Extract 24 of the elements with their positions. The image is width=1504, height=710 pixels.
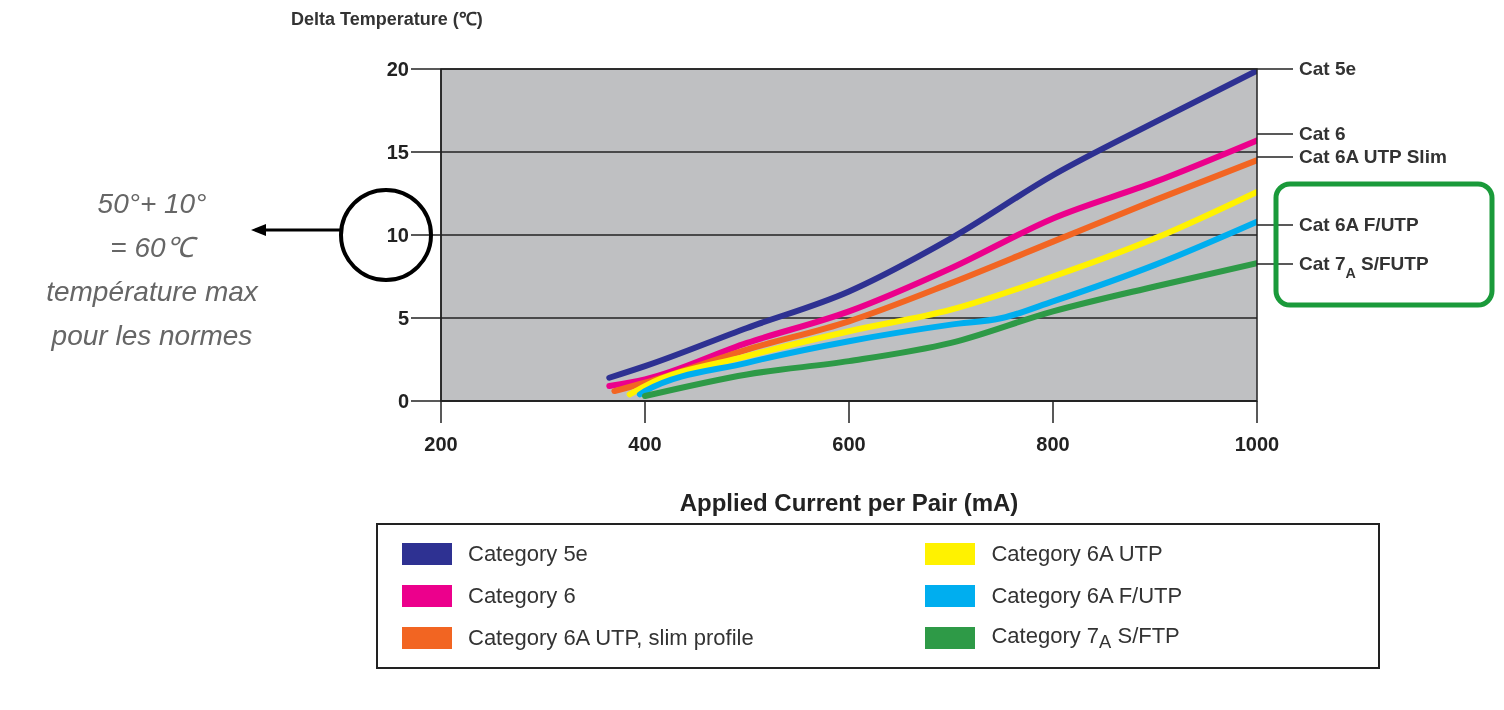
text: Cat 6 [1299, 123, 1346, 144]
text: Cat 6A UTP Slim [1299, 146, 1447, 167]
y-tick-label: 20 [386, 58, 409, 81]
y-tick-label: 5 [397, 307, 409, 330]
y-tick-label: 10 [386, 224, 409, 247]
legend-label: Category 7$_{A}$ S/FTP [991, 622, 1180, 654]
x-tick-label: 1000 [1234, 433, 1280, 456]
text: 50°+ 10° = 60℃ température max pour les normes [46, 188, 259, 351]
text: Cat 5e [1299, 58, 1357, 79]
y-axis-title: Delta Temperature (℃) [291, 9, 483, 29]
legend-label: Category 6A UTP, slim profile [468, 625, 754, 651]
y-tick-label: 15 [386, 141, 409, 164]
legend-label: Category 6A F/UTP [991, 583, 1183, 609]
x-tick-label: 800 [1036, 433, 1070, 456]
legend-label: Category 5e [468, 541, 588, 567]
text: Cat 7$_{A}$ S/FUTP [1299, 253, 1429, 281]
x-tick-label: 600 [832, 433, 866, 456]
legend-label: Category 6 [468, 583, 576, 609]
y-tick-label: 0 [397, 390, 409, 413]
text: Cat 6A F/UTP [1299, 214, 1419, 235]
legend-label: Category 6A UTP [991, 541, 1163, 567]
x-tick-label: 200 [424, 433, 458, 456]
x-axis-title: Applied Current per Pair (mA) [679, 489, 1019, 516]
x-tick-label: 400 [628, 433, 662, 456]
